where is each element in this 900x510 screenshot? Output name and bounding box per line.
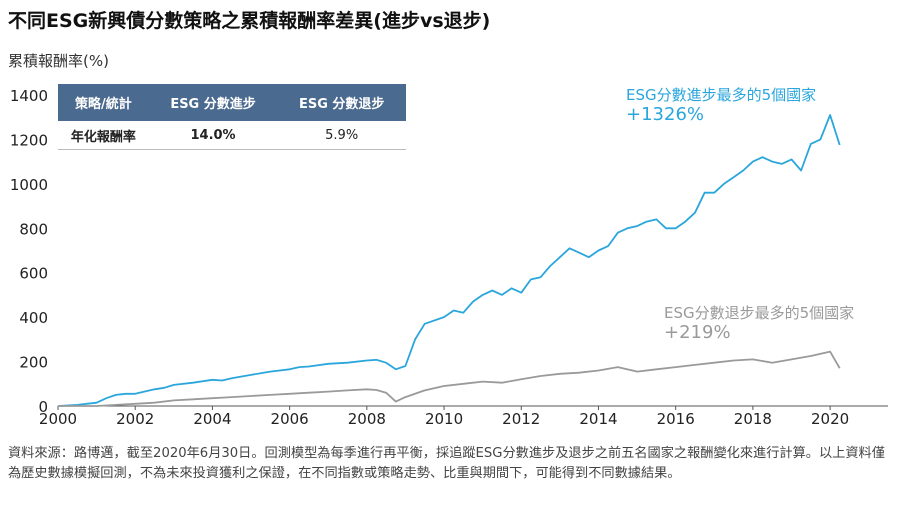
table-header-improving: ESG 分數進步	[148, 84, 278, 121]
annotation-improving-value: +1326%	[626, 104, 704, 125]
annotation-worsening-value: +219%	[664, 322, 731, 343]
y-tick-label: 0	[38, 398, 48, 416]
y-tick-label: 1400	[10, 87, 48, 105]
table-cell-worsening: 5.9%	[277, 121, 406, 150]
table-header-strategy: 策略/統計	[58, 84, 149, 121]
y-tick-label: 1000	[10, 176, 48, 194]
y-tick-label: 400	[19, 309, 48, 327]
x-tick-label: 2010	[425, 410, 463, 428]
x-tick-label: 2006	[271, 410, 309, 428]
y-tick-label: 200	[19, 354, 48, 372]
table-cell-improving: 14.0%	[148, 121, 278, 150]
x-tick-label: 2000	[39, 410, 77, 428]
x-tick-label: 2016	[657, 410, 695, 428]
table-row: 年化報酬率 14.0% 5.9%	[58, 121, 406, 150]
x-tick-label: 2018	[734, 410, 772, 428]
x-tick-label: 2012	[502, 410, 540, 428]
table-header-row: 策略/統計 ESG 分數進步 ESG 分數退步	[58, 84, 406, 121]
annotation-worsening: ESG分數退步最多的5個國家 +219%	[664, 304, 854, 342]
x-tick-label: 2014	[579, 410, 617, 428]
x-tick-label: 2002	[116, 410, 154, 428]
table-header-worsening: ESG 分數退步	[277, 84, 406, 121]
table-row-label: 年化報酬率	[58, 121, 149, 150]
y-tick-label: 600	[19, 265, 48, 283]
y-tick-label: 1200	[10, 131, 48, 149]
source-note: 資料來源：路博邁，截至2020年6月30日。回測模型為每季進行再平衡，採追蹤ES…	[8, 446, 885, 481]
y-axis-title: 累積報酬率(%)	[8, 52, 109, 70]
chart-title: 不同ESG新興債分數策略之累積報酬率差異(進步vs退步)	[8, 10, 491, 32]
x-tick-label: 2008	[348, 410, 386, 428]
series-line-worsening	[58, 350, 841, 407]
summary-table: 策略/統計 ESG 分數進步 ESG 分數退步 年化報酬率 14.0% 5.9%	[58, 84, 406, 150]
y-tick-label: 800	[19, 220, 48, 238]
x-tick-label: 2004	[193, 410, 231, 428]
series-line-improving	[57, 114, 841, 407]
x-tick-label: 2020	[811, 410, 849, 428]
annotation-improving: ESG分數進步最多的5個國家 +1326%	[626, 86, 816, 124]
annotation-worsening-label: ESG分數退步最多的5個國家	[664, 304, 855, 322]
annotation-improving-label: ESG分數進步最多的5個國家	[626, 86, 817, 104]
